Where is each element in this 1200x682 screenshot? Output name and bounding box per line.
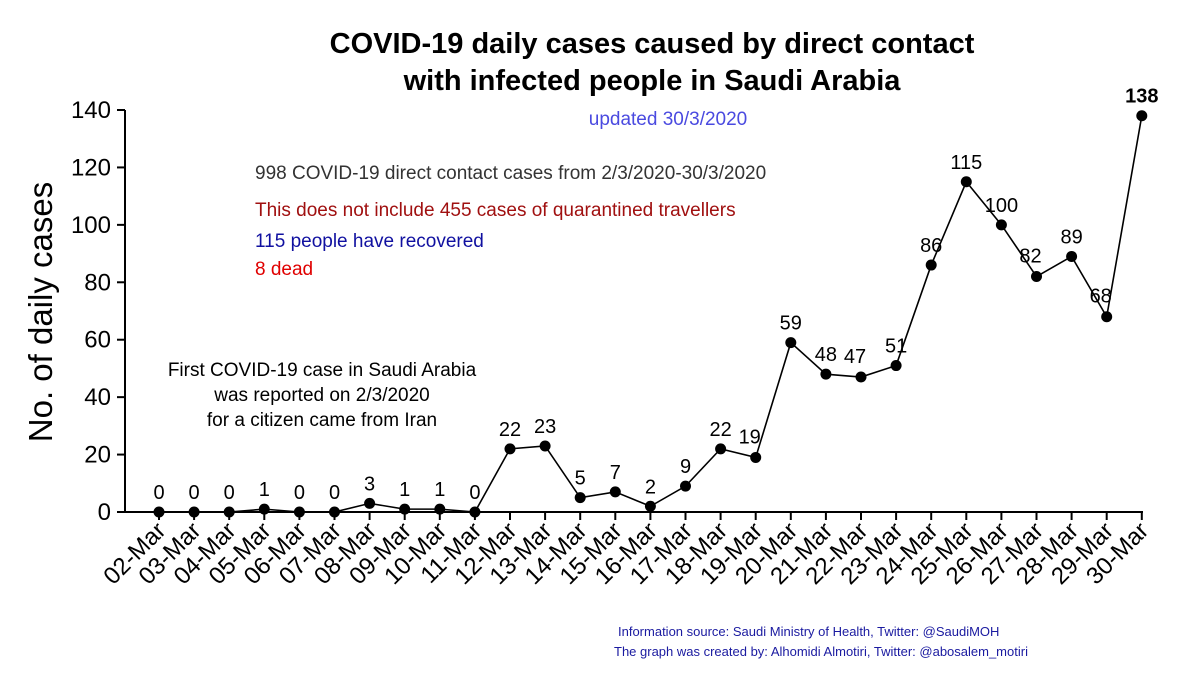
annotation-dead: 8 dead xyxy=(255,259,313,280)
annotation-first-case-line-1: First COVID-19 case in Saudi Arabia xyxy=(168,360,477,381)
data-label: 100 xyxy=(985,195,1018,217)
data-point xyxy=(750,451,762,463)
data-label: 1 xyxy=(434,479,445,501)
author-credit: The graph was created by: Alhomidi Almot… xyxy=(614,644,1028,659)
annotation-total: 998 COVID-19 direct contact cases from 2… xyxy=(255,163,766,184)
data-point xyxy=(644,500,656,512)
data-label: 0 xyxy=(224,482,235,504)
data-point xyxy=(188,506,200,518)
chart-subtitle: updated 30/3/2020 xyxy=(589,109,748,130)
data-label: 23 xyxy=(534,416,556,438)
data-label: 0 xyxy=(469,482,480,504)
data-point xyxy=(469,506,481,518)
data-point xyxy=(995,219,1007,231)
data-point xyxy=(820,368,832,380)
y-axis-label: No. of daily cases xyxy=(22,182,59,442)
data-label: 115 xyxy=(950,152,982,174)
data-point xyxy=(293,506,305,518)
data-label: 47 xyxy=(844,346,866,368)
data-label: 3 xyxy=(364,473,375,495)
data-point xyxy=(364,497,376,509)
data-label: 22 xyxy=(499,419,521,441)
data-point xyxy=(329,506,340,518)
data-label: 82 xyxy=(1019,246,1041,268)
data-point xyxy=(539,440,551,452)
data-point xyxy=(680,480,691,492)
data-point xyxy=(855,371,867,383)
data-point xyxy=(504,443,516,455)
data-label: 48 xyxy=(815,344,837,366)
data-point xyxy=(785,337,797,349)
data-point xyxy=(153,506,165,518)
data-point xyxy=(1066,250,1078,262)
data-label: 1 xyxy=(259,479,270,501)
data-label: 51 xyxy=(885,336,907,358)
data-label: 68 xyxy=(1090,286,1112,308)
data-point xyxy=(890,360,902,372)
data-point xyxy=(960,176,972,188)
chart-title-line-2: with infected people in Saudi Arabia xyxy=(403,65,902,97)
data-label: 7 xyxy=(610,462,621,484)
annotation-first-case-line-2: was reported on 2/3/2020 xyxy=(213,385,430,406)
data-label: 0 xyxy=(294,482,305,504)
annotation-excluded: This does not include 455 cases of quara… xyxy=(255,200,736,221)
chart-title-line-1: COVID-19 daily cases caused by direct co… xyxy=(330,28,975,60)
data-label: 19 xyxy=(739,426,761,448)
data-label: 59 xyxy=(780,313,802,335)
data-label: 0 xyxy=(329,482,340,504)
data-point xyxy=(1136,110,1148,122)
y-tick-label: 40 xyxy=(84,384,111,411)
data-point xyxy=(715,443,727,455)
y-tick-label: 60 xyxy=(84,327,111,354)
data-point xyxy=(609,486,621,498)
y-tick-label: 20 xyxy=(84,442,111,469)
y-tick-label: 80 xyxy=(84,269,111,296)
data-label: 2 xyxy=(645,476,656,498)
y-tick-label: 100 xyxy=(71,212,111,239)
data-label: 0 xyxy=(189,482,200,504)
source-credit: Information source: Saudi Ministry of He… xyxy=(618,624,999,639)
annotation-recovered: 115 people have recovered xyxy=(255,231,484,252)
y-tick-label: 120 xyxy=(71,154,111,181)
data-point xyxy=(1031,271,1042,283)
data-point xyxy=(925,259,937,271)
data-label: 22 xyxy=(709,419,731,441)
data-label-highlight: 138 xyxy=(1125,86,1158,108)
data-point xyxy=(223,506,235,518)
y-tick-label: 0 xyxy=(98,499,111,526)
data-label: 1 xyxy=(399,479,410,501)
data-point xyxy=(434,503,446,515)
data-label: 86 xyxy=(920,235,942,257)
data-point xyxy=(258,503,270,515)
data-label: 9 xyxy=(680,456,691,478)
data-label: 5 xyxy=(575,468,586,490)
data-point xyxy=(574,492,586,504)
data-point xyxy=(399,503,411,515)
data-label: 89 xyxy=(1060,226,1082,248)
annotation-first-case-line-3: for a citizen came from Iran xyxy=(207,410,437,431)
data-label: 0 xyxy=(153,482,164,504)
y-tick-label: 140 xyxy=(71,97,111,124)
data-point xyxy=(1101,311,1113,323)
